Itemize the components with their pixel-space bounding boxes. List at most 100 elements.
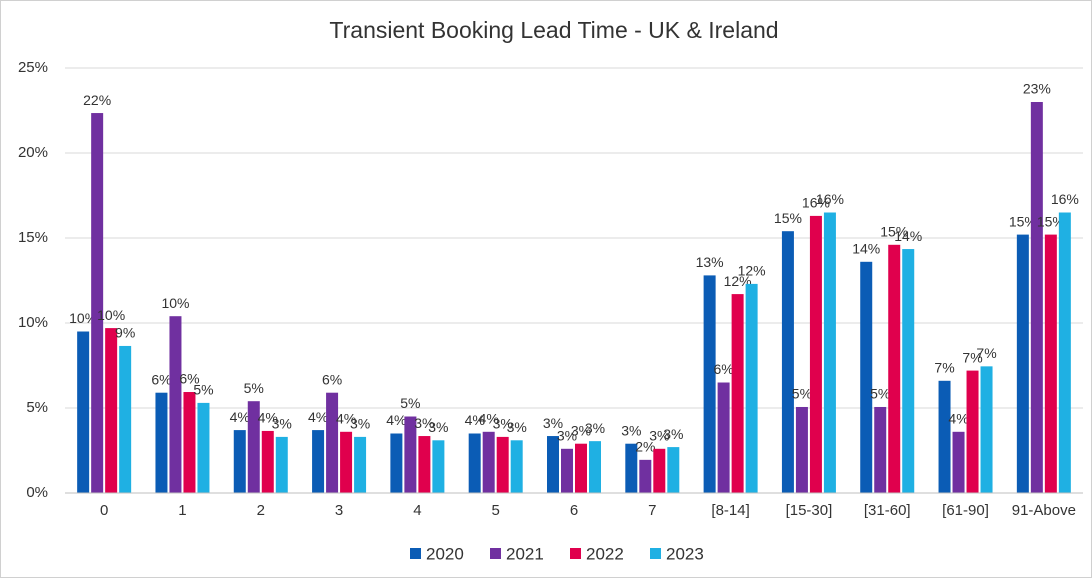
y-tick-label: 20% <box>18 144 48 161</box>
data-label: 3% <box>493 416 513 432</box>
x-tick-label: 1 <box>178 502 186 519</box>
bar <box>468 433 481 493</box>
data-label: 3% <box>272 416 292 432</box>
bar <box>510 440 523 493</box>
bar <box>703 275 716 493</box>
y-tick-label: 10% <box>18 314 48 331</box>
legend-label: 2022 <box>586 544 624 563</box>
data-label: 3% <box>571 422 591 438</box>
data-label: 12% <box>724 273 752 289</box>
legend-swatch <box>490 548 501 559</box>
bar <box>823 212 836 493</box>
bar <box>1030 102 1043 493</box>
x-tick-label: 2 <box>257 502 265 519</box>
data-label: 15% <box>880 224 908 240</box>
legend-label: 2021 <box>506 544 544 563</box>
data-label: 6% <box>179 371 199 387</box>
data-label: 4% <box>336 411 356 427</box>
data-label: 16% <box>816 191 844 207</box>
bar <box>589 441 601 493</box>
data-label: 6% <box>151 371 171 387</box>
x-tick-label: [31-60] <box>864 502 911 519</box>
bar <box>717 382 730 493</box>
data-label: 6% <box>713 361 733 377</box>
bar <box>860 261 873 493</box>
bar <box>667 447 680 493</box>
y-tick-label: 15% <box>18 229 48 246</box>
data-label: 4% <box>465 412 485 428</box>
bar <box>404 416 417 493</box>
data-label: 3% <box>557 428 577 444</box>
bar <box>795 406 808 493</box>
data-label: 10% <box>161 295 189 311</box>
bar <box>731 294 744 493</box>
x-tick-label: 5 <box>492 502 500 519</box>
x-tick-label: 91-Above <box>1012 502 1076 519</box>
x-tick-label: [8-14] <box>711 502 749 519</box>
data-label: 23% <box>1023 81 1051 97</box>
x-tick-label: 6 <box>570 502 578 519</box>
bar <box>547 436 559 493</box>
bar <box>233 430 246 493</box>
data-label: 13% <box>696 254 724 270</box>
bar <box>77 331 90 493</box>
bar <box>155 392 168 493</box>
bar <box>354 436 367 493</box>
data-label: 4% <box>948 411 968 427</box>
bar <box>561 448 573 493</box>
bar <box>902 249 915 493</box>
data-label: 15% <box>1009 213 1037 229</box>
bar <box>105 328 118 493</box>
data-label: 3% <box>621 422 641 438</box>
data-label: 3% <box>649 428 669 444</box>
data-label: 9% <box>115 325 135 341</box>
bar <box>980 366 993 493</box>
x-tick-label: [15-30] <box>786 502 833 519</box>
x-tick-label: 0 <box>100 502 108 519</box>
bar <box>1058 212 1071 493</box>
x-tick-label: 3 <box>335 502 343 519</box>
bar <box>247 401 260 493</box>
data-label: 14% <box>894 228 922 244</box>
bar <box>197 402 210 493</box>
legend-swatch <box>570 548 581 559</box>
bar <box>326 392 339 493</box>
bar <box>119 345 132 493</box>
data-label: 3% <box>428 419 448 435</box>
data-label: 16% <box>802 195 830 211</box>
bar <box>639 459 652 493</box>
data-label: 4% <box>479 411 499 427</box>
data-label: 7% <box>934 360 954 376</box>
bar <box>275 436 288 493</box>
bar <box>966 370 979 493</box>
data-label: 3% <box>350 416 370 432</box>
bar <box>874 406 887 493</box>
data-label: 7% <box>962 349 982 365</box>
data-label: 5% <box>193 382 213 398</box>
x-tick-label: 4 <box>413 502 421 519</box>
data-label: 4% <box>230 409 250 425</box>
data-label: 10% <box>69 310 97 326</box>
bar <box>809 215 822 493</box>
data-label: 3% <box>585 420 605 436</box>
data-label: 4% <box>386 412 406 428</box>
bar <box>952 431 965 493</box>
bar <box>625 443 638 493</box>
bar <box>261 430 274 493</box>
data-label: 5% <box>400 395 420 411</box>
y-tick-label: 0% <box>26 484 48 501</box>
data-label: 15% <box>774 210 802 226</box>
x-tick-label: [61-90] <box>942 502 989 519</box>
bar <box>312 430 325 493</box>
bar <box>496 436 509 493</box>
legend-swatch <box>650 548 661 559</box>
bar <box>418 436 431 493</box>
data-label: 3% <box>663 426 683 442</box>
bar <box>575 443 587 493</box>
legend-swatch <box>410 548 421 559</box>
bar <box>183 392 196 493</box>
bar <box>390 433 403 493</box>
chart-title: Transient Booking Lead Time - UK & Irela… <box>329 17 778 43</box>
bar <box>1016 234 1029 493</box>
